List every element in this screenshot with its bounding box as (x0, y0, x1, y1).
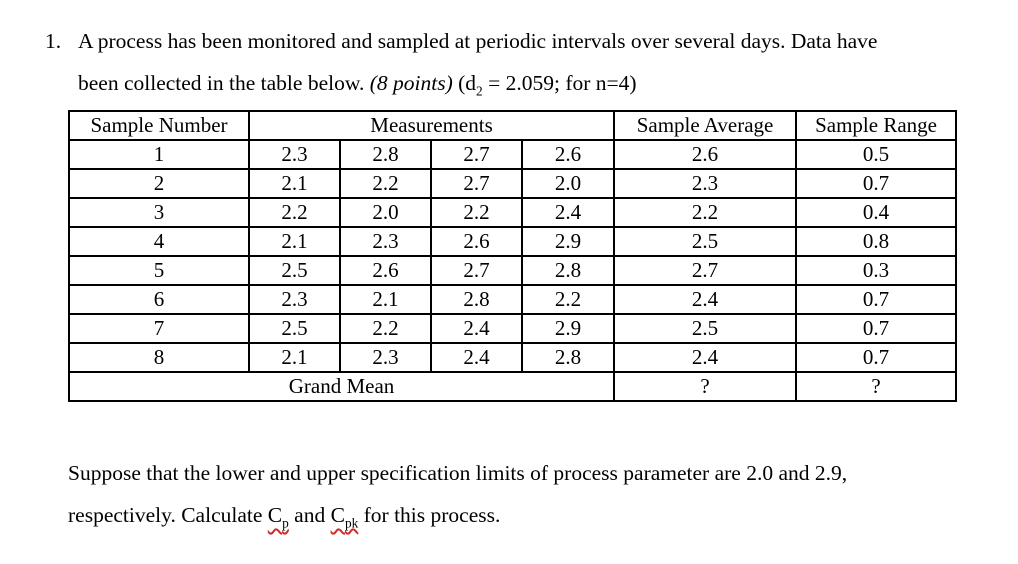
measurement-cell: 2.5 (248, 313, 341, 344)
measurement-cell: 2.3 (248, 139, 341, 170)
measurement-cell: 2.7 (430, 255, 523, 286)
table-row: 7 2.5 2.2 2.4 2.9 2.5 0.7 (68, 313, 958, 344)
d2-value: = 2.059; for n=4) (482, 71, 637, 95)
problem-line2-text: been collected in the table below. (78, 71, 370, 95)
d2-subscript: 2 (476, 83, 483, 99)
table-row: 1 2.3 2.8 2.7 2.6 2.6 0.5 (68, 139, 958, 170)
table-body: 1 2.3 2.8 2.7 2.6 2.6 0.5 2 2.1 2.2 2.7 2.0 2.3 0.7 3 2… (68, 139, 958, 373)
header-sample-number: Sample Number (68, 110, 250, 141)
problem-statement: 1. A process has been monitored and samp… (45, 20, 988, 104)
measurement-cell: 2.3 (339, 342, 432, 373)
measurement-cell: 2.2 (520, 284, 616, 315)
problem-number: 1. (45, 29, 62, 53)
sample-number-cell: 3 (68, 197, 250, 228)
closing-line2-post: for this process. (358, 503, 501, 527)
measurement-cell: 2.0 (520, 168, 616, 199)
measurement-cell: 2.1 (248, 226, 341, 257)
measurement-table: Sample Number Measurements Sample Averag… (67, 110, 958, 402)
sample-average-cell: 2.7 (613, 255, 798, 286)
table-row: 5 2.5 2.6 2.7 2.8 2.7 0.3 (68, 255, 958, 286)
measurement-cell: 2.4 (430, 342, 523, 373)
closing-paragraph: Suppose that the lower and upper specifi… (68, 452, 988, 536)
sample-average-cell: 2.3 (613, 168, 798, 199)
table-footer-row: Grand Mean ? ? (67, 371, 958, 402)
sample-range-cell: 0.4 (795, 197, 958, 228)
header-sample-average: Sample Average (613, 110, 798, 141)
sample-number-cell: 8 (68, 342, 250, 373)
sample-number-cell: 7 (68, 313, 250, 344)
measurement-cell: 2.8 (339, 139, 432, 170)
sample-average-cell: 2.4 (613, 342, 798, 373)
sample-average-cell: 2.4 (613, 284, 798, 315)
measurement-cell: 2.7 (430, 139, 523, 170)
measurement-cell: 2.2 (248, 197, 341, 228)
closing-line2-pre: respectively. Calculate (68, 503, 268, 527)
table-row: 2 2.1 2.2 2.7 2.0 2.3 0.7 (68, 168, 958, 199)
measurement-cell: 2.2 (430, 197, 523, 228)
sample-number-cell: 1 (68, 139, 250, 170)
measurement-cell: 2.2 (339, 313, 432, 344)
sample-range-cell: 0.3 (795, 255, 958, 286)
sample-average-cell: 2.5 (613, 313, 798, 344)
sample-range-cell: 0.7 (795, 168, 958, 199)
grand-mean-average-cell: ? (613, 371, 798, 402)
problem-line2: been collected in the table below. (8 po… (78, 71, 637, 99)
measurement-cell: 2.2 (339, 168, 432, 199)
cpk-subscript: pk (344, 515, 359, 531)
sample-number-cell: 4 (68, 226, 250, 257)
measurement-cell: 2.7 (430, 168, 523, 199)
measurement-cell: 2.4 (520, 197, 616, 228)
closing-and: and (288, 503, 331, 527)
measurement-cell: 2.1 (339, 284, 432, 315)
measurement-cell: 2.8 (430, 284, 523, 315)
measurement-cell: 2.9 (520, 226, 616, 257)
sample-average-cell: 2.6 (613, 139, 798, 170)
sample-number-cell: 2 (68, 168, 250, 199)
table-header-row: Sample Number Measurements Sample Averag… (68, 110, 958, 141)
sample-range-cell: 0.5 (795, 139, 958, 170)
cpk-base: C (330, 503, 345, 527)
sample-number-cell: 5 (68, 255, 250, 286)
header-sample-range: Sample Range (795, 110, 958, 141)
measurement-cell: 2.3 (339, 226, 432, 257)
measurement-cell: 2.6 (339, 255, 432, 286)
measurement-cell: 2.5 (248, 255, 341, 286)
measurement-cell: 2.4 (430, 313, 523, 344)
closing-line2: respectively. Calculate Cp and Cpk for t… (68, 503, 501, 531)
measurement-cell: 2.1 (248, 168, 341, 199)
measurement-cell: 2.3 (248, 284, 341, 315)
table-row: 8 2.1 2.3 2.4 2.8 2.4 0.7 (68, 342, 958, 373)
sample-range-cell: 0.7 (795, 313, 958, 344)
cpk-symbol: Cpk (330, 503, 359, 531)
cp-symbol: Cp (267, 503, 289, 531)
measurement-cell: 2.6 (430, 226, 523, 257)
d2-pre: (d (452, 71, 477, 95)
measurement-cell: 2.6 (520, 139, 616, 170)
sample-range-cell: 0.8 (795, 226, 958, 257)
table-row: 6 2.3 2.1 2.8 2.2 2.4 0.7 (68, 284, 958, 315)
problem-text: A process has been monitored and sampled… (78, 20, 988, 104)
cp-subscript: p (282, 515, 289, 531)
sample-range-cell: 0.7 (795, 342, 958, 373)
cp-base: C (267, 503, 283, 527)
measurement-cell: 2.0 (339, 197, 432, 228)
sample-average-cell: 2.5 (613, 226, 798, 257)
closing-line1: Suppose that the lower and upper specifi… (68, 461, 848, 485)
points-note: (8 points) (369, 71, 453, 95)
sample-number-cell: 6 (68, 284, 250, 315)
sample-range-cell: 0.7 (795, 284, 958, 315)
grand-mean-range-cell: ? (795, 371, 958, 402)
table-row: 3 2.2 2.0 2.2 2.4 2.2 0.4 (68, 197, 958, 228)
header-measurements: Measurements (247, 110, 616, 141)
table-row: 4 2.1 2.3 2.6 2.9 2.5 0.8 (68, 226, 958, 257)
measurement-cell: 2.9 (520, 313, 616, 344)
sample-average-cell: 2.2 (613, 197, 798, 228)
grand-mean-label-cell: Grand Mean (67, 371, 616, 402)
measurement-cell: 2.8 (520, 342, 616, 373)
measurement-cell: 2.8 (520, 255, 616, 286)
measurement-cell: 2.1 (248, 342, 341, 373)
problem-line1: A process has been monitored and sampled… (78, 29, 878, 53)
